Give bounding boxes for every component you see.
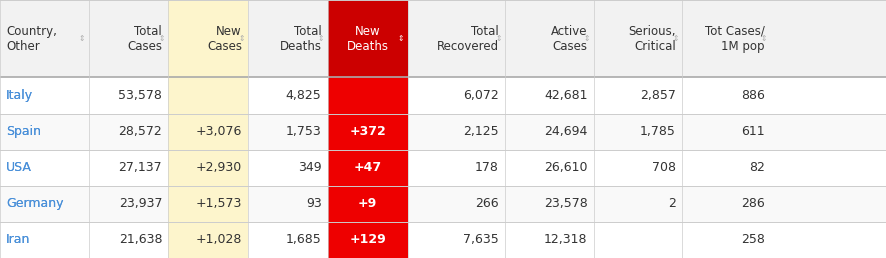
Text: Total
Deaths: Total Deaths: [280, 25, 322, 53]
Text: Spain: Spain: [6, 125, 42, 138]
Text: ⇕: ⇕: [79, 34, 85, 43]
Text: +47: +47: [354, 161, 382, 174]
Text: +1,028: +1,028: [196, 233, 242, 246]
Text: Active
Cases: Active Cases: [551, 25, 587, 53]
Text: 1,785: 1,785: [641, 125, 676, 138]
Text: 2: 2: [668, 197, 676, 210]
Bar: [168, 222, 248, 258]
Text: Iran: Iran: [6, 233, 31, 246]
Text: 611: 611: [741, 125, 765, 138]
Text: 26,610: 26,610: [544, 161, 587, 174]
Text: 1,685: 1,685: [286, 233, 322, 246]
Text: ⇕: ⇕: [495, 34, 501, 43]
Bar: [168, 114, 248, 150]
Text: 2,125: 2,125: [463, 125, 499, 138]
Text: +9: +9: [358, 197, 377, 210]
Bar: [0, 77, 886, 114]
Text: Germany: Germany: [6, 197, 64, 210]
Text: 349: 349: [298, 161, 322, 174]
Text: Spain: Spain: [6, 125, 42, 138]
Text: Iran: Iran: [6, 233, 31, 246]
Text: 24,694: 24,694: [544, 125, 587, 138]
Text: 1,753: 1,753: [286, 125, 322, 138]
Text: Italy: Italy: [6, 89, 34, 102]
Text: Germany: Germany: [6, 197, 64, 210]
Text: +372: +372: [349, 125, 386, 138]
Text: 2,857: 2,857: [641, 89, 676, 102]
Bar: [168, 150, 248, 186]
Text: New
Cases: New Cases: [206, 25, 242, 53]
Text: +1,573: +1,573: [196, 197, 242, 210]
Bar: [328, 0, 408, 77]
Bar: [168, 77, 248, 114]
Text: 12,318: 12,318: [544, 233, 587, 246]
Bar: [328, 114, 408, 150]
Text: +2,930: +2,930: [196, 161, 242, 174]
Text: 258: 258: [741, 233, 765, 246]
Bar: [0, 0, 886, 77]
Text: 178: 178: [475, 161, 499, 174]
Bar: [0, 222, 886, 258]
Text: Tot Cases/
1M pop: Tot Cases/ 1M pop: [704, 25, 765, 53]
Bar: [168, 186, 248, 222]
Text: ⇕: ⇕: [672, 34, 679, 43]
Bar: [0, 150, 886, 186]
Text: 82: 82: [749, 161, 765, 174]
Text: USA: USA: [6, 161, 32, 174]
Text: 28,572: 28,572: [119, 125, 162, 138]
Text: New
Deaths: New Deaths: [346, 25, 389, 53]
Text: 7,635: 7,635: [463, 233, 499, 246]
Bar: [328, 222, 408, 258]
Text: Total
Cases: Total Cases: [127, 25, 162, 53]
Text: Total
Recovered: Total Recovered: [437, 25, 499, 53]
Text: 266: 266: [475, 197, 499, 210]
Text: 23,937: 23,937: [119, 197, 162, 210]
Text: 42,681: 42,681: [544, 89, 587, 102]
Text: Country,
Other: Country, Other: [6, 25, 57, 53]
Bar: [328, 77, 408, 114]
Text: 286: 286: [741, 197, 765, 210]
Text: Serious,
Critical: Serious, Critical: [628, 25, 676, 53]
Text: USA: USA: [6, 161, 32, 174]
Text: 4,825: 4,825: [286, 89, 322, 102]
Text: +129: +129: [349, 233, 386, 246]
Bar: [168, 0, 248, 77]
Bar: [0, 114, 886, 150]
Bar: [328, 186, 408, 222]
Text: ⇕: ⇕: [318, 34, 324, 43]
Bar: [0, 186, 886, 222]
Text: Italy: Italy: [6, 89, 34, 102]
Text: 21,638: 21,638: [119, 233, 162, 246]
Text: ⇕: ⇕: [761, 34, 767, 43]
Text: ⇕: ⇕: [398, 34, 404, 43]
Text: ⇕: ⇕: [159, 34, 165, 43]
Text: +3,076: +3,076: [196, 125, 242, 138]
Bar: [328, 150, 408, 186]
Text: 27,137: 27,137: [119, 161, 162, 174]
Text: 6,072: 6,072: [463, 89, 499, 102]
Text: 886: 886: [741, 89, 765, 102]
Text: ⇕: ⇕: [238, 34, 245, 43]
Text: 708: 708: [652, 161, 676, 174]
Text: 23,578: 23,578: [544, 197, 587, 210]
Text: 53,578: 53,578: [118, 89, 162, 102]
Text: ⇕: ⇕: [584, 34, 590, 43]
Text: 93: 93: [306, 197, 322, 210]
